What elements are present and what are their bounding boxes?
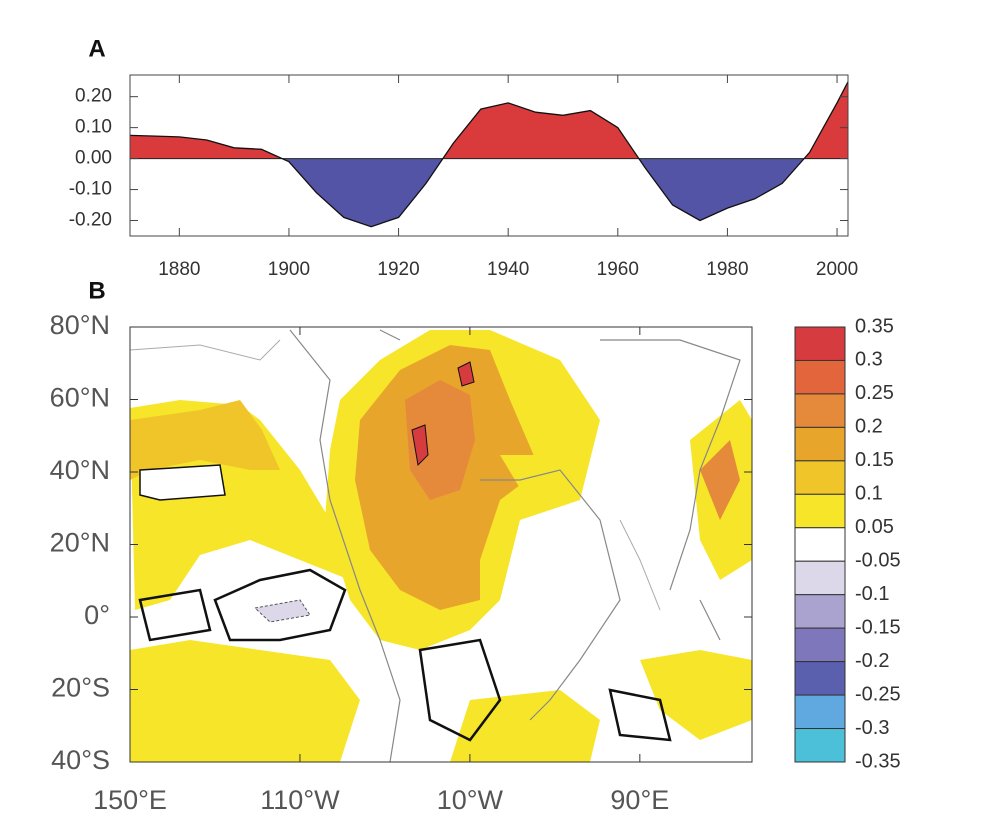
y-tick-label: 40°N	[50, 455, 110, 485]
y-tick-label: 20°S	[51, 673, 110, 703]
map-region	[213, 568, 347, 642]
y-tick-label: 0°	[84, 600, 110, 630]
negative-area	[282, 158, 805, 227]
x-tick-label: 1880	[158, 259, 200, 280]
colorbar-box	[794, 493, 846, 529]
panel-label: B	[88, 277, 105, 304]
colorbar-box	[794, 627, 846, 663]
colorbar-label: -0.25	[855, 683, 901, 705]
map-region	[253, 599, 311, 623]
x-tick-label: 1980	[706, 259, 748, 280]
colorbar-box	[794, 560, 846, 596]
x-tick-label: 1900	[268, 259, 310, 280]
map-region	[418, 638, 502, 742]
colorbar-label: 0.35	[855, 315, 894, 337]
y-tick-label: 0.00	[75, 148, 112, 169]
x-tick-label: 110°W	[260, 785, 340, 815]
map-region	[130, 400, 280, 480]
colorbar-box	[794, 426, 846, 462]
map-region	[500, 455, 570, 505]
colorbar-label: -0.15	[855, 616, 901, 638]
colorbar-label: 0.3	[855, 349, 883, 371]
colorbar-label: 0.15	[855, 449, 894, 471]
map-region	[411, 424, 429, 467]
colorbar-label: -0.2	[855, 650, 889, 672]
y-tick-label: 40°S	[51, 745, 110, 775]
x-tick-label: 1940	[487, 259, 529, 280]
colorbar-box	[794, 393, 846, 428]
colorbar-label: 0.2	[855, 416, 883, 438]
colorbar-label: -0.3	[855, 717, 889, 739]
colorbar-box	[794, 694, 846, 730]
x-tick-label: 1960	[597, 259, 639, 280]
map-shading	[130, 329, 752, 762]
colorbar-label: 0.25	[855, 382, 894, 404]
x-tick-label: 2000	[816, 259, 858, 280]
colorbar-box	[794, 728, 846, 763]
y-tick-label: 0.10	[75, 117, 112, 138]
map-region	[130, 640, 360, 762]
colorbar-label: 0.05	[855, 516, 894, 538]
colorbar-box	[794, 460, 846, 495]
map-region	[608, 688, 672, 742]
colorbar-box	[794, 661, 846, 696]
map-region	[457, 361, 475, 387]
y-tick-label: 60°N	[50, 383, 110, 413]
colorbar-box	[794, 527, 846, 562]
colorbar-label: -0.05	[855, 550, 901, 572]
y-tick-label: 80°N	[50, 310, 110, 340]
map-region	[405, 380, 475, 500]
y-tick-label: 20°N	[50, 528, 110, 558]
y-tick-label: -0.20	[69, 210, 112, 231]
colorbar-box	[794, 326, 846, 361]
x-tick-label: 90°E	[610, 785, 669, 815]
colorbar-label: 0.1	[855, 483, 883, 505]
colorbar-label: -0.35	[855, 750, 901, 772]
x-tick-label: 10°W	[437, 785, 504, 815]
plot-frame	[129, 74, 849, 237]
map-region	[139, 464, 226, 501]
map-region	[640, 650, 752, 740]
panel-label: A	[88, 35, 105, 62]
x-tick-label: 1920	[377, 259, 419, 280]
colorbar-box	[794, 359, 846, 395]
map-region	[700, 440, 740, 520]
y-tick-label: 0.20	[75, 86, 112, 107]
map-outline	[130, 339, 661, 611]
map-region	[138, 588, 212, 642]
positive-area	[130, 81, 848, 159]
x-tick-label: 150°E	[93, 785, 167, 815]
colorbar-label: -0.1	[855, 583, 889, 605]
map-outline	[289, 329, 741, 762]
colorbar-box	[794, 594, 846, 629]
map-region	[450, 690, 600, 762]
series-line	[129, 81, 849, 228]
y-tick-label: -0.10	[69, 179, 112, 200]
